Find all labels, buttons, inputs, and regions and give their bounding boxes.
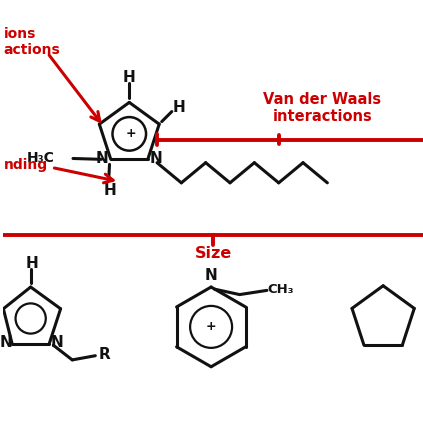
Text: H: H <box>104 183 116 198</box>
Text: N: N <box>150 151 162 165</box>
Text: CH₃: CH₃ <box>267 283 294 296</box>
Text: H: H <box>25 256 38 272</box>
Text: ions
actions: ions actions <box>3 27 60 57</box>
Text: +: + <box>126 126 137 140</box>
Text: H₃C: H₃C <box>27 151 55 165</box>
Text: N: N <box>205 268 217 283</box>
Text: H: H <box>173 100 186 115</box>
Text: H: H <box>123 70 136 85</box>
Text: nding: nding <box>3 158 47 172</box>
Text: R: R <box>99 347 110 363</box>
Text: N: N <box>96 151 109 165</box>
Text: Size: Size <box>195 246 232 261</box>
Text: Van der Waals
interactions: Van der Waals interactions <box>263 92 382 124</box>
Text: N: N <box>50 335 63 350</box>
Text: N: N <box>0 335 12 350</box>
Text: +: + <box>206 320 217 333</box>
